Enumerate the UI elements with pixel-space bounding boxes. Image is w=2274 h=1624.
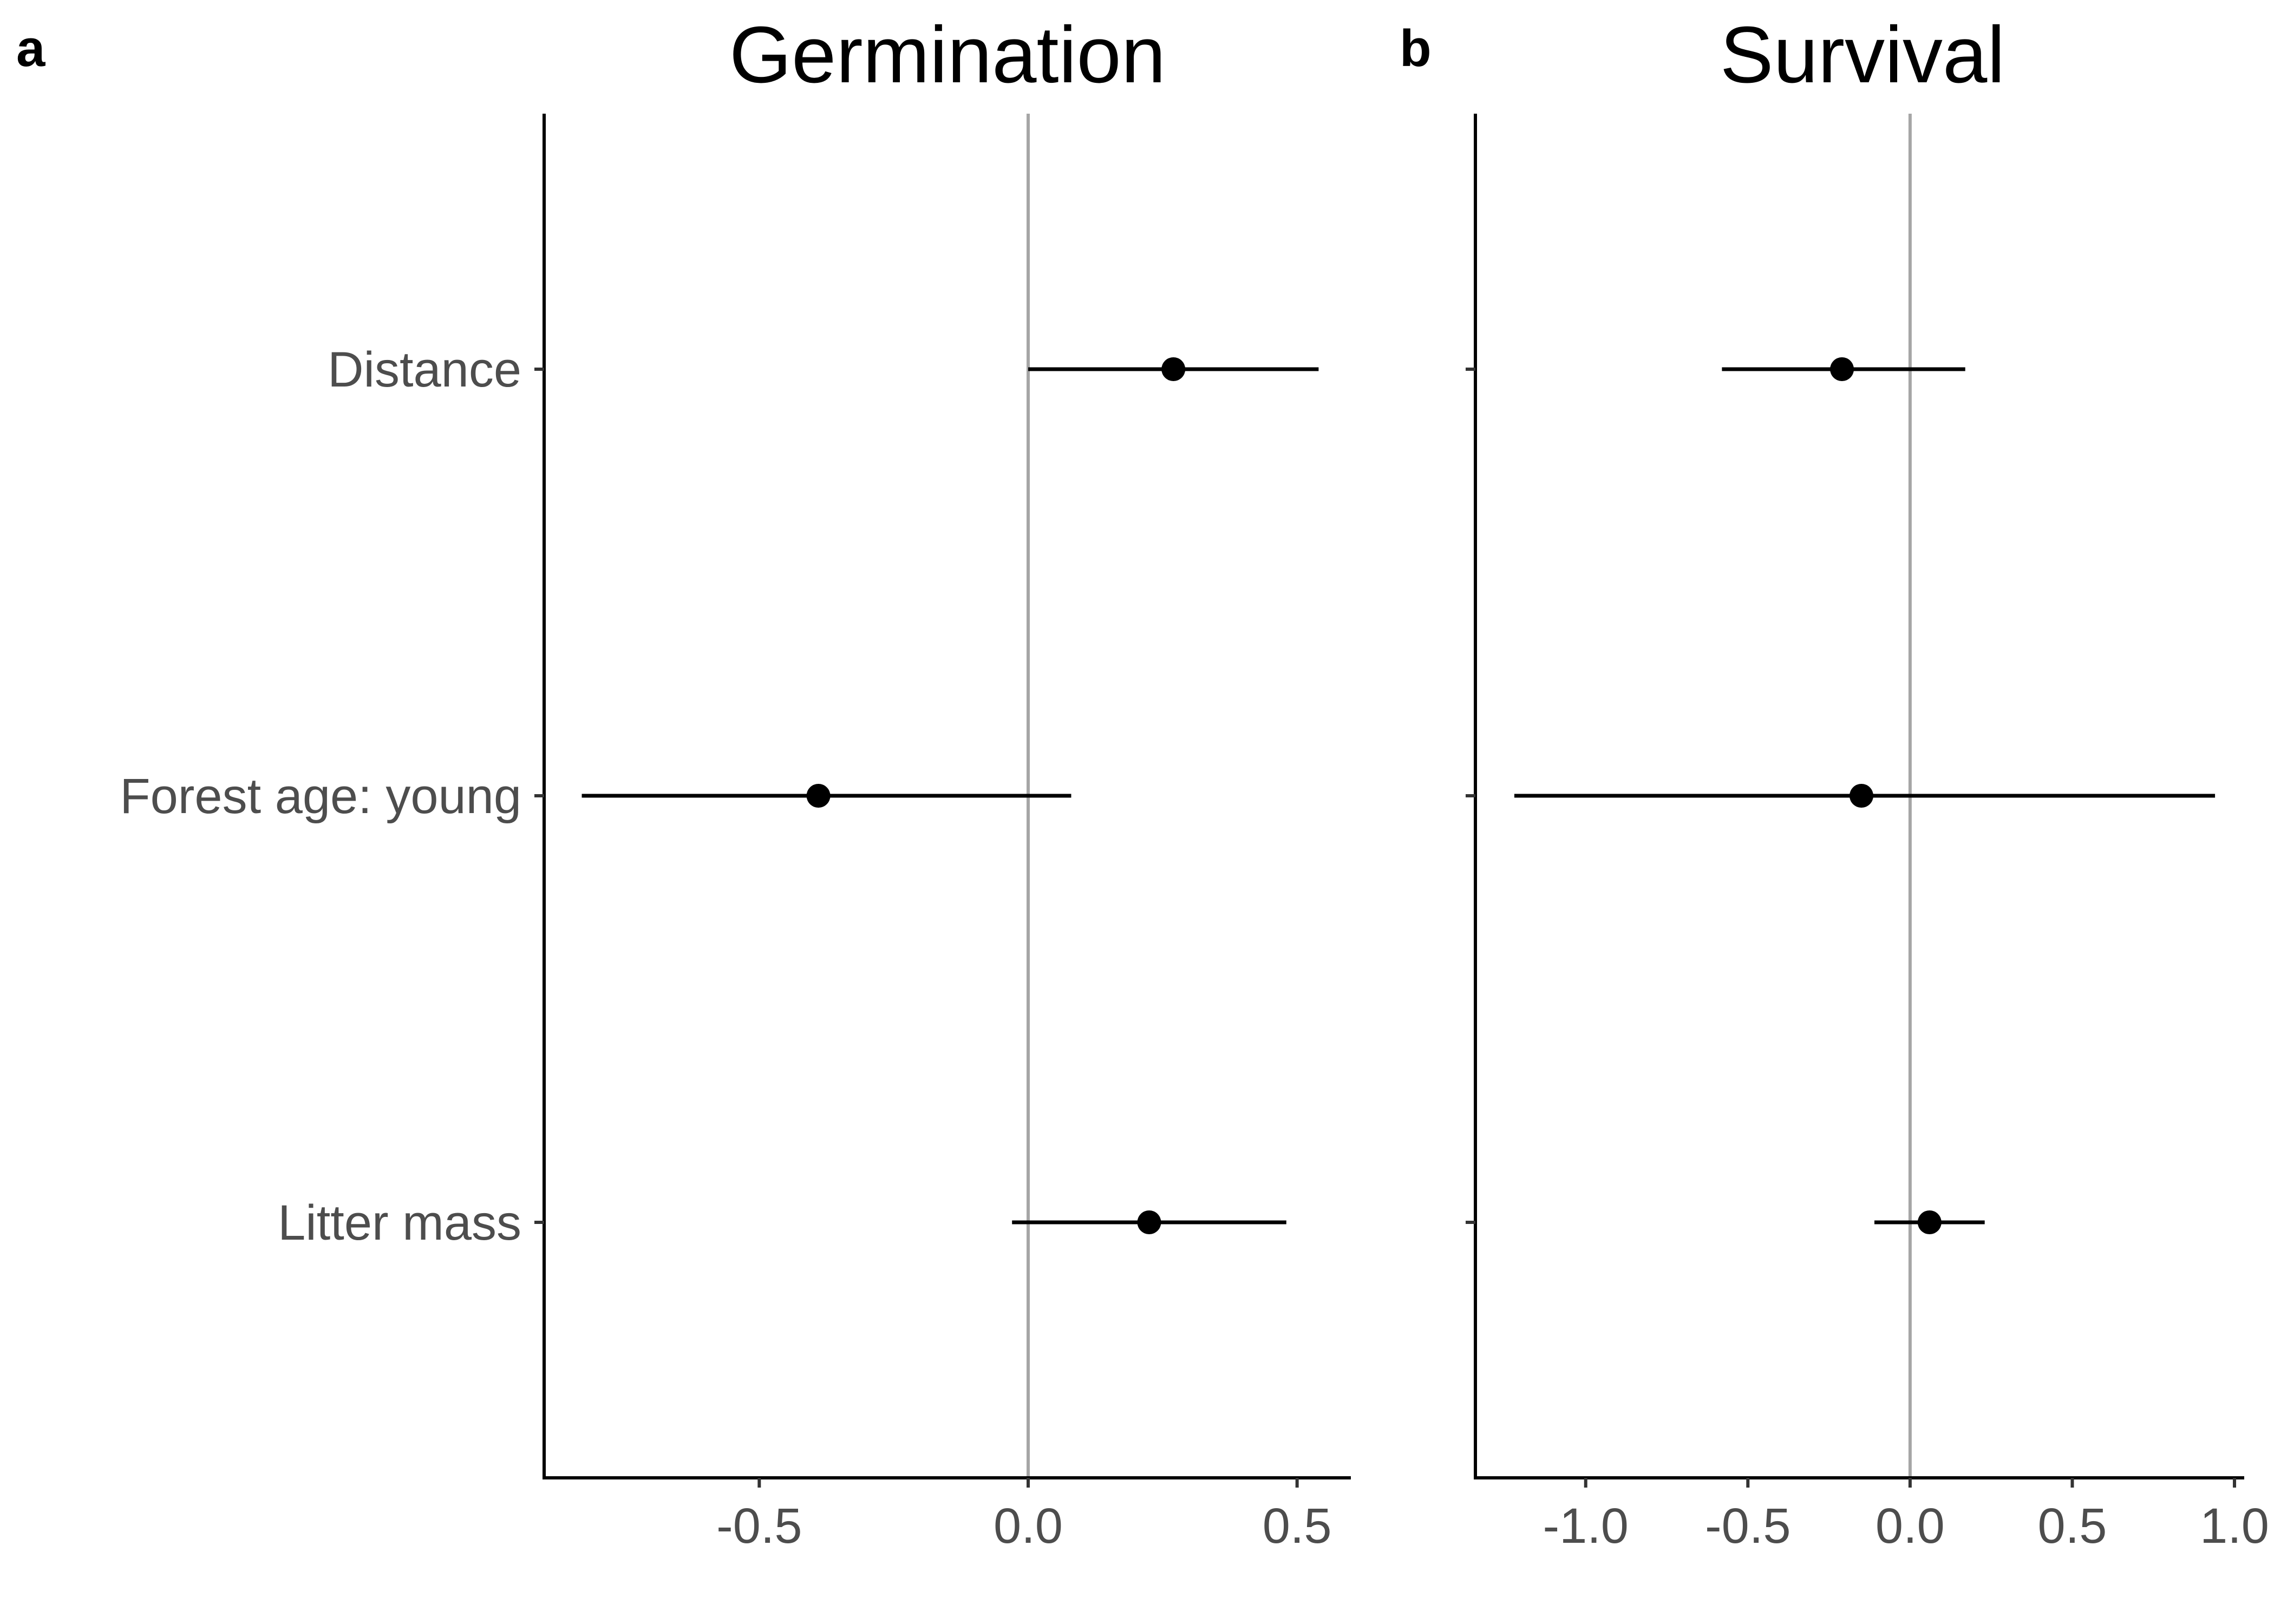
germination-estimate-distance (1161, 357, 1186, 381)
y-tick-label: Distance (328, 342, 521, 397)
survival-x-tick-label: -1.0 (1543, 1498, 1629, 1554)
y-tick-label: Forest age: young (120, 769, 521, 824)
panel-germination: a Germination Distance Forest age: young L… (16, 10, 1351, 1554)
survival-plot-area: -1.0 -0.5 0.0 0.5 1.0 (1466, 114, 2269, 1554)
germination-x-tick-label: -0.5 (716, 1498, 802, 1554)
survival-estimate-forest-age-young (1849, 784, 1873, 808)
survival-estimate-distance (1830, 357, 1854, 381)
germination-plot-area: Distance Forest age: young Litter mass -0.5… (120, 114, 1351, 1554)
survival-x-tick-label: 0.0 (1876, 1498, 1945, 1554)
panel-label-b: b (1400, 19, 1432, 77)
survival-estimate-litter-mass (1917, 1210, 1942, 1234)
germination-x-tick-label: 0.5 (1263, 1498, 1332, 1554)
y-tick-label: Litter mass (278, 1195, 521, 1250)
panel-survival: b Survival -1.0 -0.5 0.0 0.5 1.0 (1400, 10, 2269, 1554)
panel-label-a: a (16, 19, 45, 77)
germination-estimate-forest-age-young (806, 784, 831, 808)
panel-title-survival: Survival (1720, 10, 2005, 100)
panel-title-germination: Germination (729, 10, 1166, 100)
germination-x-tick-label: 0.0 (994, 1498, 1063, 1554)
survival-x-tick-label: 1.0 (2200, 1498, 2269, 1554)
survival-x-tick-label: -0.5 (1705, 1498, 1791, 1554)
germination-estimate-litter-mass (1137, 1210, 1161, 1234)
survival-x-tick-label: 0.5 (2037, 1498, 2107, 1554)
